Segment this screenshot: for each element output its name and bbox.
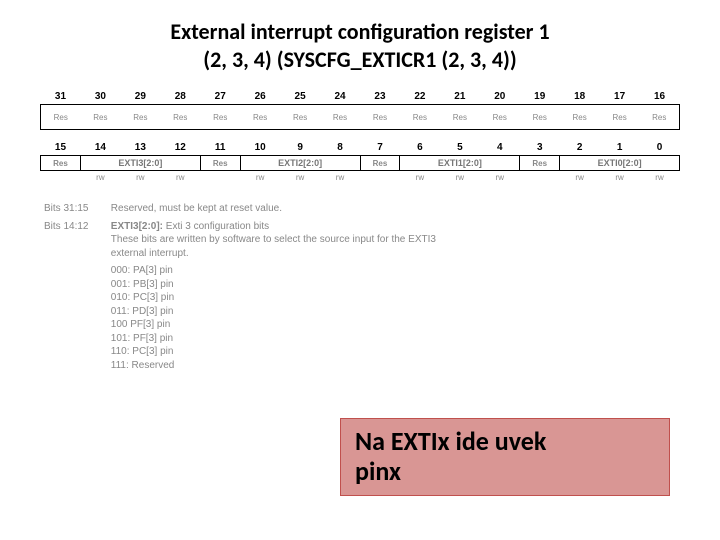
code-item: 101: PF[3] pin [111,332,631,346]
bit-7: 7 [360,140,400,156]
field-exti1: EXTI1[2:0] [400,156,520,171]
code-item: 010: PC[3] pin [111,291,631,305]
slide-title: External interrupt configuration registe… [40,18,680,73]
code-item: 000: PA[3] pin [111,264,631,278]
res-cell: Res [173,113,187,122]
bit-3: 3 [520,140,560,156]
bit-1: 1 [600,140,640,156]
bit-0: 0 [640,140,680,156]
annotation-callout: Na EXTIx ide uvek pinx [340,418,670,496]
code-item: 001: PB[3] pin [111,278,631,292]
rw-cell: rw [560,171,600,185]
bit-15: 15 [41,140,81,156]
res-cell: Res [493,113,507,122]
field-exti2: EXTI2[2:0] [240,156,360,171]
bit-12: 12 [160,140,200,156]
rw-cell: rw [400,171,440,185]
res-cell: Res [213,113,227,122]
bit-9: 9 [280,140,320,156]
res-cell: Res [533,113,547,122]
bit-2: 2 [560,140,600,156]
title-line-1: External interrupt configuration registe… [170,18,549,45]
res-cell: Res [612,113,626,122]
rw-cell: rw [320,171,360,185]
title-line-2: (2, 3, 4) (SYSCFG_EXTICR1 (2, 3, 4)) [203,46,516,73]
bit-18: 18 [560,89,600,105]
rw-cell: rw [240,171,280,185]
bit-22: 22 [400,89,440,105]
res-cell: Res [293,113,307,122]
rw-cell: rw [640,171,680,185]
rw-cell: rw [160,171,200,185]
register-table-low: 15 14 13 12 11 10 9 8 7 6 5 4 3 2 1 0 Re… [40,140,680,184]
res-cell: Res [453,113,467,122]
bit-29: 29 [120,89,160,105]
field-exti3: EXTI3[2:0] [80,156,200,171]
res-cell: Res [213,159,228,168]
bit-13: 13 [120,140,160,156]
res-cell: Res [53,159,68,168]
bit-28: 28 [160,89,200,105]
bit-25: 25 [280,89,320,105]
res-cell: Res [93,113,107,122]
rw-cell: rw [600,171,640,185]
desc-bits-3115-label: Bits 31:15 [44,202,108,216]
bit-10: 10 [240,140,280,156]
code-item: 100 PF[3] pin [111,318,631,332]
rw-row: rw rw rw rw rw rw rw rw rw rw rw rw [41,171,680,185]
bit-6: 6 [400,140,440,156]
res-cell: Res [54,113,68,122]
res-cell: Res [573,113,587,122]
bitnum-row-high: 31 30 29 28 27 26 25 24 23 22 21 20 19 1… [41,89,680,105]
register-table-high: 31 30 29 28 27 26 25 24 23 22 21 20 19 1… [40,89,680,140]
desc-body-1: These bits are written by software to se… [111,234,436,245]
rw-cell: rw [480,171,520,185]
rw-cell: rw [80,171,120,185]
desc-exti3-rest: Exti 3 configuration bits [163,221,269,232]
bit-11: 11 [200,140,240,156]
bit-31: 31 [41,89,81,105]
rw-cell: rw [280,171,320,185]
bit-16: 16 [640,89,680,105]
bit-30: 30 [80,89,120,105]
bit-19: 19 [520,89,560,105]
bit-5: 5 [440,140,480,156]
desc-bits-1412-label: Bits 14:12 [44,220,108,234]
res-cell: Res [333,113,347,122]
bit-17: 17 [600,89,640,105]
pin-code-list: 000: PA[3] pin 001: PB[3] pin 010: PC[3]… [111,264,631,372]
bit-20: 20 [480,89,520,105]
desc-bits-3115-text: Reserved, must be kept at reset value. [111,202,631,216]
desc-body-2: external interrupt. [111,248,189,259]
callout-line-1: Na EXTIx ide uvek [355,425,546,457]
bit-4: 4 [480,140,520,156]
bit-8: 8 [320,140,360,156]
res-cell: Res [532,159,547,168]
bit-21: 21 [440,89,480,105]
code-item: 110: PC[3] pin [111,345,631,359]
description-block: Bits 31:15 Reserved, must be kept at res… [44,202,680,372]
bit-27: 27 [200,89,240,105]
desc-exti3-head: EXTI3[2:0]: [111,221,163,232]
bit-24: 24 [320,89,360,105]
bitnum-row-low: 15 14 13 12 11 10 9 8 7 6 5 4 3 2 1 0 [41,140,680,156]
res-cell: Res [652,113,666,122]
rw-cell: rw [120,171,160,185]
rw-cell: rw [440,171,480,185]
res-cell: Res [253,113,267,122]
res-cell: Res [413,113,427,122]
res-cell: Res [373,113,387,122]
code-item: 111: Reserved [111,359,631,373]
bit-26: 26 [240,89,280,105]
bit-23: 23 [360,89,400,105]
reserved-row-high: Res Res Res Res Res Res Res Res Res Res … [41,105,680,130]
code-item: 011: PD[3] pin [111,305,631,319]
bit-14: 14 [80,140,120,156]
res-cell: Res [133,113,147,122]
callout-line-2: pinx [355,455,401,487]
field-exti0: EXTI0[2:0] [560,156,680,171]
field-row-low: Res EXTI3[2:0] Res EXTI2[2:0] Res EXTI1[… [41,156,680,171]
res-cell: Res [373,159,388,168]
